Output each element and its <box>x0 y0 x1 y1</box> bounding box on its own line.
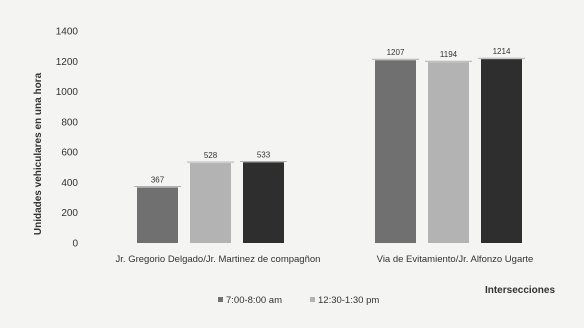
data-label: 1207 <box>387 48 405 57</box>
y-axis-ticks: 0 200 400 600 800 1000 1200 1400 <box>56 27 79 250</box>
y-axis-title: Unidades vehiculares en una hora <box>33 72 44 235</box>
data-label: 1214 <box>493 47 511 56</box>
y-tick-label: 600 <box>61 148 78 159</box>
bar <box>428 62 469 243</box>
data-label: 367 <box>151 175 165 184</box>
category-label: Jr. Gregorio Delgado/Jr. Martinez de com… <box>116 254 321 265</box>
data-label: 528 <box>204 151 218 160</box>
legend-label: 12:30-1:30 pm <box>318 295 379 306</box>
y-tick-label: 1000 <box>56 87 79 98</box>
bar <box>190 163 231 243</box>
data-labels-group: 367 1207 528 1194 533 1214 <box>151 47 511 184</box>
y-tick-label: 0 <box>72 239 78 250</box>
bar <box>243 162 284 243</box>
bar <box>137 187 178 243</box>
y-tick-label: 400 <box>61 178 78 189</box>
bar <box>481 59 522 244</box>
y-tick-label: 1200 <box>56 57 79 68</box>
legend-swatch <box>310 297 315 302</box>
category-labels: Jr. Gregorio Delgado/Jr. Martinez de com… <box>116 254 534 265</box>
y-tick-label: 1400 <box>56 27 79 38</box>
x-axis-title: Intersecciones <box>485 285 555 296</box>
legend: 7:00-8:00 am 12:30-1:30 pm <box>218 295 379 306</box>
y-tick-label: 800 <box>61 117 78 128</box>
data-label: 533 <box>257 150 271 159</box>
legend-label: 7:00-8:00 am <box>226 295 282 306</box>
bars-group <box>134 57 525 244</box>
y-tick-label: 200 <box>61 208 78 219</box>
legend-swatch <box>218 297 223 302</box>
data-label: 1194 <box>440 50 458 59</box>
bar <box>375 60 416 244</box>
category-label: Via de Evitamiento/Jr. Alfonzo Ugarte <box>377 254 534 265</box>
